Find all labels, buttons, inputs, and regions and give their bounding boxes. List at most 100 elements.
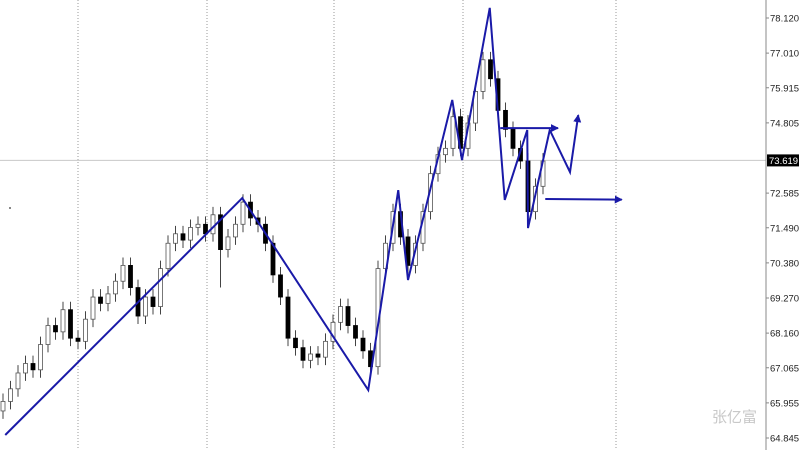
candle <box>338 298 343 331</box>
bear-candle-body <box>128 265 133 288</box>
bull-candle-body <box>8 388 13 402</box>
candle <box>53 317 58 340</box>
candle <box>105 285 111 312</box>
bear-candle-body <box>488 59 493 80</box>
candle <box>278 266 283 305</box>
candle <box>180 225 186 249</box>
bull-candle-body <box>105 293 111 304</box>
horizontal-arrow <box>545 195 623 204</box>
candle <box>165 235 171 277</box>
bull-candle-body <box>188 227 193 241</box>
bull-candle-body <box>210 214 216 235</box>
candles <box>0 51 546 419</box>
candle <box>45 317 51 353</box>
bear-candle-body <box>360 337 366 352</box>
candle <box>120 257 126 290</box>
bull-candle-body <box>450 116 456 149</box>
candle <box>38 336 43 378</box>
candle <box>150 289 156 315</box>
watermark: 张亿富 <box>712 408 758 426</box>
candle <box>450 108 456 157</box>
price-tick-label: 77.010 <box>770 49 799 60</box>
candle <box>173 225 178 252</box>
bear-candle-body <box>405 236 411 266</box>
candle <box>323 333 328 366</box>
price-tick-label: 69.270 <box>770 294 799 305</box>
bull-candle-body <box>165 242 171 269</box>
candle <box>360 330 366 359</box>
candle <box>405 229 411 274</box>
bull-candle-body <box>225 236 231 250</box>
candle <box>23 355 28 381</box>
bull-candle-body <box>45 325 51 345</box>
candle <box>8 380 13 410</box>
bear-candle-body <box>278 274 283 298</box>
bear-candle-body <box>300 347 306 361</box>
candle <box>315 346 321 366</box>
bull-candle-body <box>113 280 118 295</box>
candle <box>345 298 351 334</box>
bull-candle-body <box>83 318 88 342</box>
candle <box>330 314 336 350</box>
bear-candle-body <box>293 337 298 349</box>
price-tick-label: 65.955 <box>770 398 799 409</box>
bull-candle-body <box>120 265 126 282</box>
bear-candle-body <box>510 128 516 149</box>
bull-candle-body <box>338 306 343 323</box>
candle <box>300 339 306 369</box>
price-axis[interactable]: 78.120 77.010 75.915 74.805 72.585 71.490 70.3… <box>766 14 799 445</box>
candle <box>68 301 73 347</box>
price-tick-label: 75.915 <box>770 83 799 94</box>
candle <box>293 330 298 356</box>
bull-candle-body <box>143 296 148 317</box>
bear-candle-body <box>150 296 156 307</box>
zigzag-path <box>4 7 582 436</box>
bull-candle-body <box>15 372 21 390</box>
candle <box>480 51 486 100</box>
grid-lines <box>77 0 617 450</box>
bear-candle-body <box>180 233 186 241</box>
candle <box>90 289 96 328</box>
bull-candle-body <box>173 233 178 244</box>
candle <box>233 216 238 245</box>
candle <box>488 51 493 87</box>
candle <box>308 346 313 369</box>
bull-candle-body <box>158 268 163 307</box>
candle <box>188 219 193 249</box>
price-tick-label: 67.065 <box>770 363 799 374</box>
candle <box>128 257 133 296</box>
candle <box>98 289 103 312</box>
bear-candle-body <box>285 296 291 339</box>
bull-candle-body <box>195 223 201 228</box>
candle <box>0 393 6 419</box>
bear-candle-body <box>353 325 358 339</box>
bear-candle-body <box>30 363 36 371</box>
bear-candle-body <box>53 325 58 333</box>
price-tick-label: 74.805 <box>770 118 799 129</box>
candle <box>15 365 21 397</box>
bear-candle-body <box>503 109 508 130</box>
bear-candle-body <box>345 306 351 326</box>
candle <box>285 289 291 347</box>
bear-candle-body <box>98 296 103 304</box>
candle <box>503 102 508 138</box>
bull-candle-body <box>38 344 43 371</box>
bull-candle-body <box>90 296 96 320</box>
bull-candle-body <box>323 340 328 358</box>
bull-candle-body <box>0 401 6 412</box>
bear-candle-body <box>68 309 73 339</box>
price-tick-label: 70.380 <box>770 258 799 269</box>
marker-dot <box>9 207 11 209</box>
candle <box>75 330 81 350</box>
candle <box>113 273 118 302</box>
bull-candle-body <box>480 59 486 92</box>
candle <box>225 229 231 258</box>
candle <box>353 317 358 347</box>
bull-candle-body <box>240 201 246 225</box>
bull-candle-body <box>443 147 448 156</box>
candle <box>83 311 88 350</box>
bull-candle-body <box>233 223 238 238</box>
candle <box>195 216 201 236</box>
current-price-label: 73.619 <box>767 154 799 167</box>
